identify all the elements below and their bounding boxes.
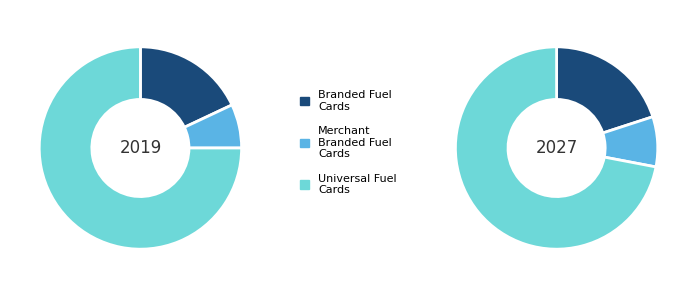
Wedge shape xyxy=(557,47,653,133)
Wedge shape xyxy=(455,47,656,249)
Text: 2019: 2019 xyxy=(119,139,162,157)
Wedge shape xyxy=(140,47,232,127)
Wedge shape xyxy=(39,47,242,249)
Text: 2027: 2027 xyxy=(535,139,578,157)
Wedge shape xyxy=(184,105,242,148)
Wedge shape xyxy=(603,117,658,167)
Legend: Branded Fuel
Cards, Merchant
Branded Fuel
Cards, Universal Fuel
Cards: Branded Fuel Cards, Merchant Branded Fue… xyxy=(300,90,397,195)
